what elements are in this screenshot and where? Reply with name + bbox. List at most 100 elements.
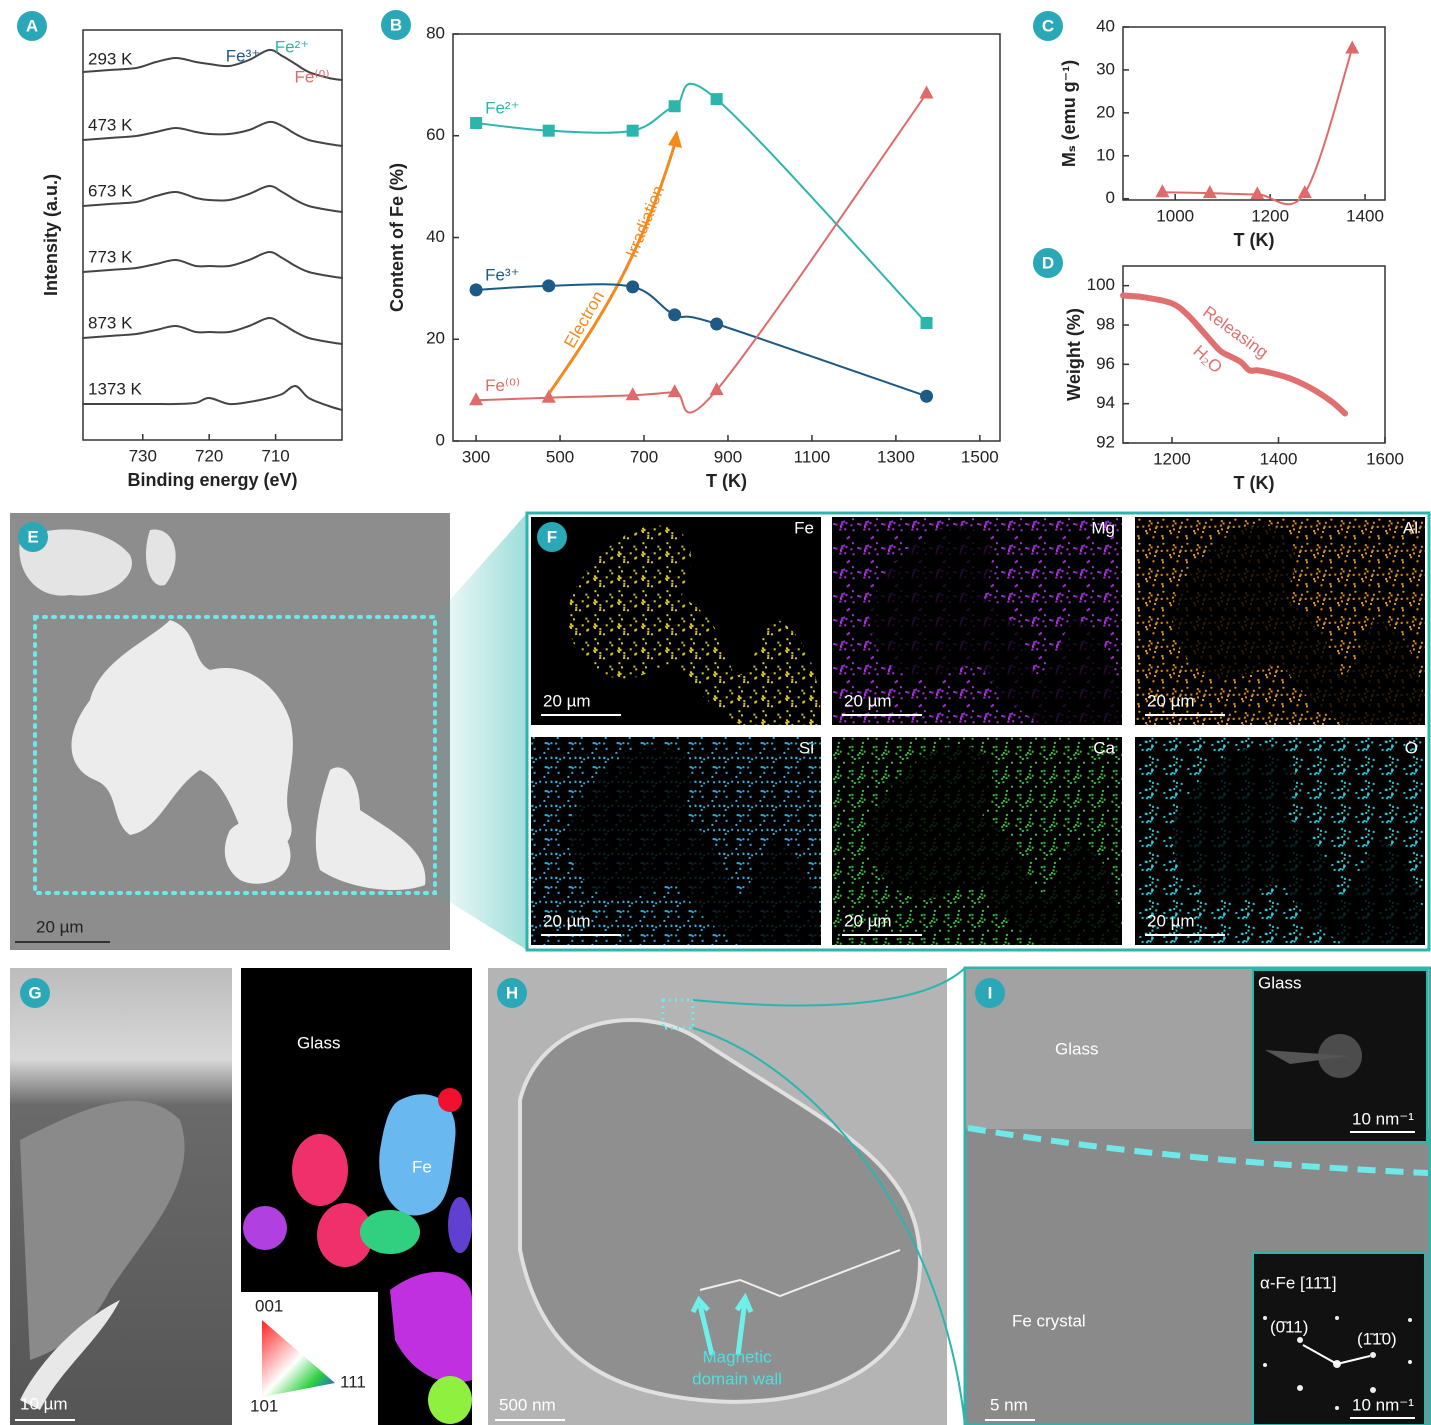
series-label: Fe²⁺ (485, 99, 519, 118)
glass-label: Glass (1055, 1039, 1098, 1058)
series-label: 773 K (88, 247, 133, 266)
irradiation-arrow (548, 140, 676, 395)
marker (542, 390, 556, 403)
marker (669, 100, 681, 112)
scale-label: 500 nm (499, 1395, 556, 1414)
grain (243, 1206, 287, 1250)
marker (710, 317, 723, 330)
inset-label: Glass (1258, 973, 1301, 992)
x-tick-label: 730 (129, 446, 157, 465)
element-map: Fe20 µm (531, 517, 821, 725)
element-map: Ca 20 µm (832, 737, 1122, 945)
x-tick-label: 1300 (877, 447, 915, 466)
grain (379, 1094, 455, 1215)
scale-label: 20 µm (1147, 691, 1195, 710)
marker (668, 384, 682, 397)
arrow-head (668, 130, 682, 148)
marker (668, 308, 681, 321)
x-axis-label: Binding energy (eV) (127, 470, 297, 490)
y-tick-label: 100 (1087, 275, 1115, 294)
x-tick-label: 1400 (1346, 206, 1384, 225)
y-tick-label: 40 (426, 227, 445, 246)
crystal-label: Fe crystal (1012, 1311, 1086, 1330)
marker (1298, 185, 1312, 198)
marker (542, 279, 555, 292)
panel-letter: D (1042, 253, 1054, 272)
panel-letter: E (27, 527, 38, 546)
series-label: 873 K (88, 313, 133, 332)
series-label: 673 K (88, 181, 133, 200)
figure: 20 µm Fe20 µmMg20 µmAl20 µmSi20 µmCa20 µ… (0, 0, 1431, 1425)
circle (1335, 1406, 1339, 1410)
y-tick-label: 20 (1096, 102, 1115, 121)
element-label: Mg (1091, 518, 1115, 537)
y-tick-label: 60 (426, 125, 445, 144)
x-axis-label: T (K) (706, 471, 747, 491)
scale-label: 5 nm (990, 1395, 1028, 1414)
marker (921, 317, 933, 329)
marker (470, 117, 482, 129)
element-map: Si 20 µm (531, 737, 821, 945)
y-tick-label: 10 (1096, 145, 1115, 164)
x-tick-label: 1200 (1251, 206, 1289, 225)
panel-letter: A (26, 16, 38, 35)
y-axis-label: Content of Fe (%) (387, 163, 407, 312)
scale-label: 10 µm (20, 1394, 68, 1413)
y-axis-label: Weight (%) (1064, 308, 1084, 401)
element-label: Si (799, 738, 814, 757)
annotation: Magnetic (703, 1347, 772, 1366)
scale-label: 20 µm (844, 911, 892, 930)
plane-label: (0̄11) (1270, 1317, 1308, 1336)
x-tick-label: 1400 (1260, 449, 1298, 468)
panel-letter: H (506, 983, 518, 1002)
y-axis-label: Intensity (a.u.) (41, 174, 61, 296)
y-tick-label: 0 (1106, 188, 1115, 207)
marker (626, 387, 640, 400)
x-tick-label: 1500 (961, 447, 999, 466)
marker (627, 125, 639, 137)
scale-label: 20 µm (543, 911, 591, 930)
plane-label: (1̄1̄0) (1357, 1329, 1397, 1348)
y-tick-label: 0 (436, 430, 445, 449)
panel-g: 001 101 111 Glass Fe 10 µm (10, 968, 472, 1425)
circle (1335, 1316, 1339, 1320)
marker (1203, 185, 1217, 198)
element-label: Al (1403, 518, 1418, 537)
circle (1263, 1316, 1267, 1320)
circle (1408, 1360, 1412, 1364)
y-tick-label: 96 (1096, 354, 1115, 373)
circle (1408, 1318, 1412, 1322)
element-label: Ca (1093, 738, 1115, 757)
x-axis-label: T (K) (1234, 473, 1275, 493)
circle (1370, 1352, 1376, 1358)
grain (292, 1134, 348, 1206)
glass-label: Glass (297, 1033, 340, 1052)
series-label: Fe⁽⁰⁾ (485, 376, 520, 395)
x-tick-label: 1100 (794, 447, 831, 466)
x-tick-label: 700 (630, 447, 658, 466)
y-tick-label: 40 (1096, 16, 1115, 35)
y-tick-label: 80 (426, 23, 445, 42)
legend-label: 111 (340, 1372, 366, 1391)
panel-letter: C (1042, 16, 1054, 35)
circle (1297, 1337, 1303, 1343)
annotation: Fe²⁺ (275, 37, 309, 56)
annotation: Irradiation (622, 183, 668, 260)
circle (1263, 1363, 1267, 1367)
y-tick-label: 20 (426, 329, 445, 348)
x-tick-label: 1000 (1156, 206, 1194, 225)
series-label: 293 K (88, 49, 133, 68)
series-label: 1373 K (88, 379, 143, 398)
marker (920, 390, 933, 403)
panel-letter: F (547, 527, 557, 546)
series-line (1162, 48, 1352, 204)
marker (470, 283, 483, 296)
annotation: H₂O (1189, 341, 1226, 377)
panel-i: Glass Fe crystal 5 nm Glass 10 nm⁻¹ α-Fe… (965, 968, 1430, 1425)
panel-letter: I (988, 983, 993, 1002)
y-tick-label: 98 (1096, 314, 1115, 333)
grain (448, 1197, 472, 1253)
series-label: 473 K (88, 115, 133, 134)
annotation: Fe³⁺ (226, 46, 260, 65)
